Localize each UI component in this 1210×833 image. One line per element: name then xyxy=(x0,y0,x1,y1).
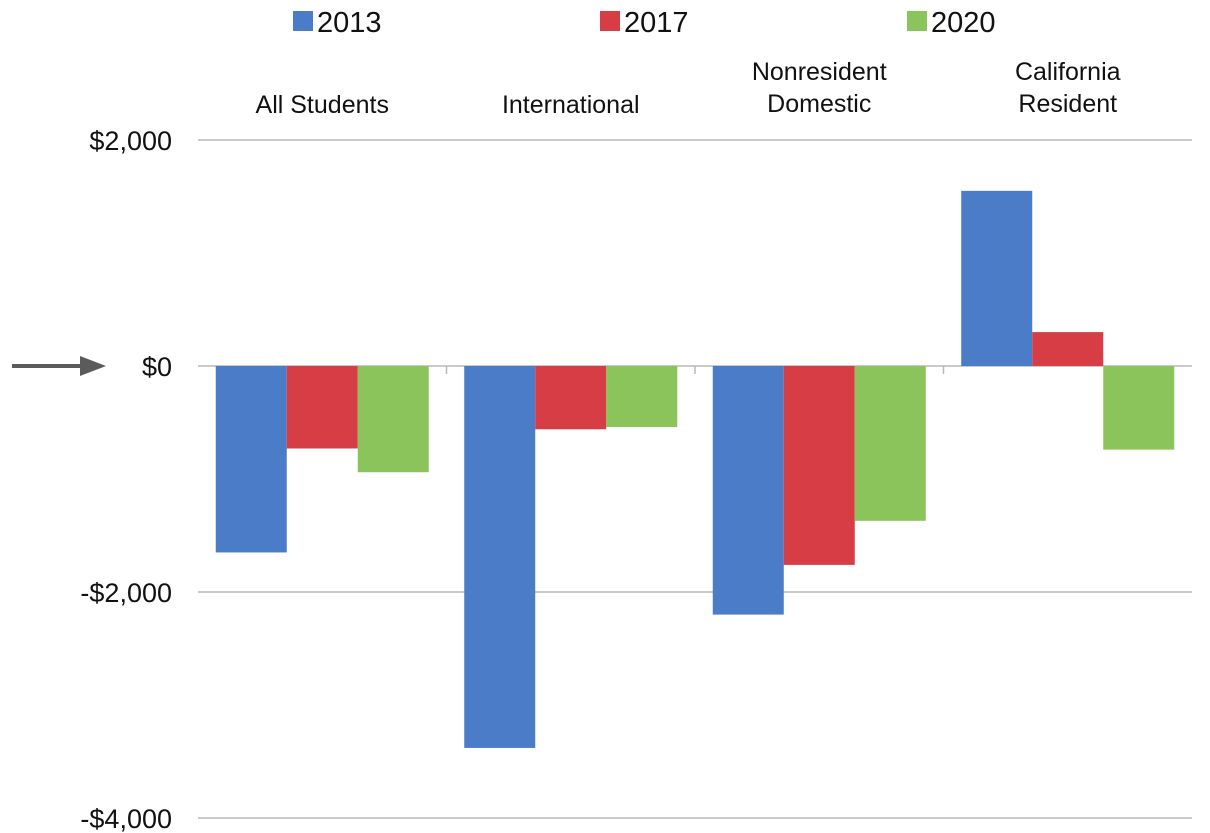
bar-2013-all-students xyxy=(215,366,287,553)
bar-2013-california-resident xyxy=(961,190,1033,366)
category-label: California Resident xyxy=(1015,58,1121,118)
legend-label-2013: 2013 xyxy=(317,7,382,39)
legend-swatch-2020 xyxy=(907,11,927,31)
category-label: International xyxy=(502,91,640,119)
bar-2017-international xyxy=(535,366,607,430)
bar-2020-nonresident-domestic xyxy=(854,366,926,521)
bar-2017-all-students xyxy=(286,366,358,449)
bar-2017-california-resident xyxy=(1032,332,1104,366)
bar-2020-international xyxy=(606,366,678,428)
y-tick-label: $2,000 xyxy=(89,126,172,156)
category-label: All Students xyxy=(256,91,389,119)
legend-label-2020: 2020 xyxy=(931,7,996,39)
bar-2013-international xyxy=(464,366,536,748)
bar-2013-nonresident-domestic xyxy=(712,366,784,615)
bar-2017-nonresident-domestic xyxy=(783,366,855,565)
bar-2020-california-resident xyxy=(1103,366,1175,450)
legend-swatch-2013 xyxy=(293,11,313,31)
annotation-arrow-head xyxy=(80,356,106,376)
category-label: Nonresident Domestic xyxy=(752,58,887,118)
legend-label-2017: 2017 xyxy=(624,7,689,39)
legend-swatch-2017 xyxy=(600,11,620,31)
bar-2020-all-students xyxy=(357,366,429,473)
y-tick-label: -$4,000 xyxy=(80,804,172,833)
y-tick-label: -$2,000 xyxy=(80,578,172,608)
y-tick-label: $0 xyxy=(142,352,172,382)
